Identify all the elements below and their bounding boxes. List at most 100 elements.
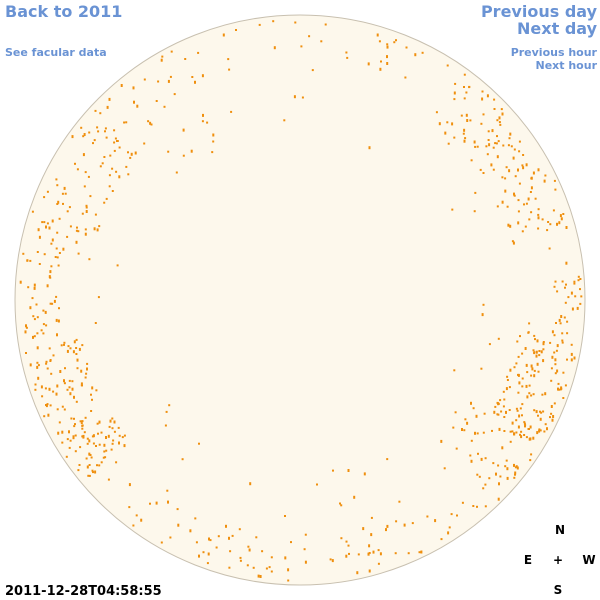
facula [543,179,546,183]
facula [320,40,323,43]
facula [553,351,556,354]
facula [562,371,565,374]
facula [48,226,51,230]
facula [69,439,72,442]
facula [194,517,197,520]
facula [167,500,169,504]
facula [82,434,85,438]
next-day-link[interactable]: Next day [517,19,598,38]
facula [202,551,205,554]
facula [49,270,52,274]
facula [558,221,561,225]
facula [68,430,70,434]
facula [505,166,508,169]
facula [108,97,111,101]
facula [484,483,487,486]
facula [55,295,58,298]
facula [488,477,491,480]
facula [398,500,401,503]
facula [511,240,514,243]
facula [239,556,242,559]
facula [514,175,517,178]
back-link[interactable]: Back to 2011 [5,2,122,21]
facula [368,569,371,573]
facula [105,197,108,200]
facula [37,376,40,380]
facula [514,466,517,469]
facula [538,354,541,357]
facula [69,225,72,228]
facula [501,112,504,116]
facula [95,445,97,447]
facula [66,388,69,391]
facula [523,422,526,425]
facula [73,417,75,420]
facula [134,151,137,155]
facula [493,108,496,110]
facular-data-link[interactable]: See facular data [5,46,107,59]
facula [476,473,479,476]
facula [559,322,562,325]
facula [497,337,500,340]
facula [503,398,506,401]
facula [92,471,94,474]
facula [235,29,237,31]
facula [551,355,554,359]
facula [513,366,516,369]
facula [505,387,508,391]
facula [108,174,111,177]
next-hour-link[interactable]: Next hour [536,59,598,72]
facula [109,419,112,423]
facula [50,372,53,375]
facula [510,145,513,148]
facula [536,362,539,366]
facula [494,142,497,145]
facula [57,319,60,323]
facula [533,351,536,354]
facula [557,387,559,391]
facula [534,338,536,341]
facula [48,275,51,279]
facula [462,132,465,135]
facula [473,210,476,213]
facula [95,389,98,392]
facula [518,182,521,185]
facula [530,186,533,190]
facula [58,252,61,254]
facula [36,346,39,350]
facula [500,410,503,413]
facula [540,411,543,414]
facula [47,413,50,417]
facula [61,405,64,408]
facula [123,444,126,448]
facula [451,122,454,126]
facula [52,390,55,393]
facula [502,144,505,147]
facula [316,483,318,486]
facula [497,497,500,501]
facula [31,297,34,300]
facula [61,192,64,195]
facula [88,464,91,466]
facula [506,467,509,471]
facula [517,168,519,172]
facula [438,122,441,126]
facula [476,432,479,435]
facula [75,240,78,244]
previous-day-link[interactable]: Previous day [481,2,598,21]
facula [92,142,94,145]
facula [77,252,80,255]
facula [46,284,49,288]
facula [386,55,388,59]
faculae [19,20,583,582]
facula [555,349,558,352]
previous-hour-link[interactable]: Previous hour [511,46,598,59]
facula [93,139,96,142]
facula [466,421,469,425]
facula [348,552,350,555]
facula [515,419,518,422]
facula [474,145,477,148]
facula [444,131,447,135]
facula [194,80,196,84]
